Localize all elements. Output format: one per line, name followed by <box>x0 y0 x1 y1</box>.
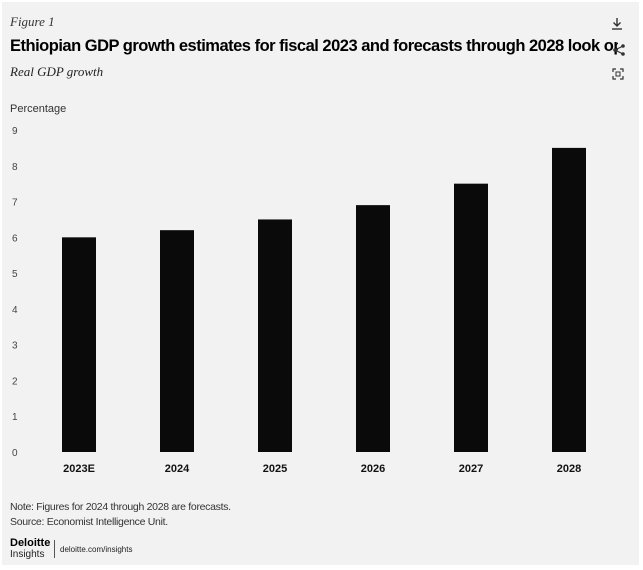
bar-2024 <box>160 230 194 452</box>
bar-2023E <box>62 237 96 452</box>
brand-site-link[interactable]: deloitte.com/insights <box>60 545 133 554</box>
expand-button[interactable] <box>610 66 626 82</box>
x-tick-label: 2025 <box>263 463 287 475</box>
x-tick-label: 2024 <box>165 463 190 475</box>
bar-2028 <box>552 147 586 452</box>
bar-chart: Percentage 0 1 2 3 4 5 6 7 8 9 2023E 2024 2025 2026 2… <box>10 103 586 475</box>
download-button[interactable] <box>609 16 625 32</box>
brand-logo: Deloitte Insights <box>10 537 51 561</box>
y-tick-label: 0 <box>12 448 18 459</box>
y-axis-label: Percentage <box>10 103 66 115</box>
brand-sub: Insights <box>10 549 45 560</box>
x-tick-label: 2026 <box>361 463 385 475</box>
y-tick-label: 7 <box>12 198 18 209</box>
figure-panel <box>2 2 639 565</box>
y-tick-label: 4 <box>12 305 18 316</box>
share-button[interactable] <box>611 42 627 58</box>
download-icon <box>612 18 622 30</box>
y-tick-label: 1 <box>12 412 18 423</box>
y-tick-label: 5 <box>12 269 18 280</box>
figure-label: Figure 1 <box>10 14 55 29</box>
y-tick-label: 3 <box>12 341 18 352</box>
expand-icon <box>612 68 624 80</box>
bar-2026 <box>356 205 390 452</box>
y-tick-label: 8 <box>12 162 18 173</box>
bar-2027 <box>454 183 488 452</box>
y-tick-label: 9 <box>12 126 18 137</box>
chart-subtitle: Real GDP growth <box>10 64 104 79</box>
y-tick-label: 6 <box>12 233 18 244</box>
brand-divider <box>54 540 55 558</box>
x-tick-label: 2023E <box>63 463 95 475</box>
y-tick-label: 2 <box>12 376 18 387</box>
bar-2025 <box>258 219 292 452</box>
chart-notes: Note: Figures for 2024 through 2028 are … <box>10 500 231 530</box>
chart-title: Ethiopian GDP growth estimates for fisca… <box>10 37 618 55</box>
note-text: Note: Figures for 2024 through 2028 are … <box>10 501 231 513</box>
x-tick-label: 2027 <box>459 463 483 475</box>
source-text: Source: Economist Intelligence Unit. <box>10 516 168 528</box>
brand-name: Deloitte <box>10 537 51 549</box>
share-icon <box>613 44 625 56</box>
x-tick-label: 2028 <box>557 463 581 475</box>
